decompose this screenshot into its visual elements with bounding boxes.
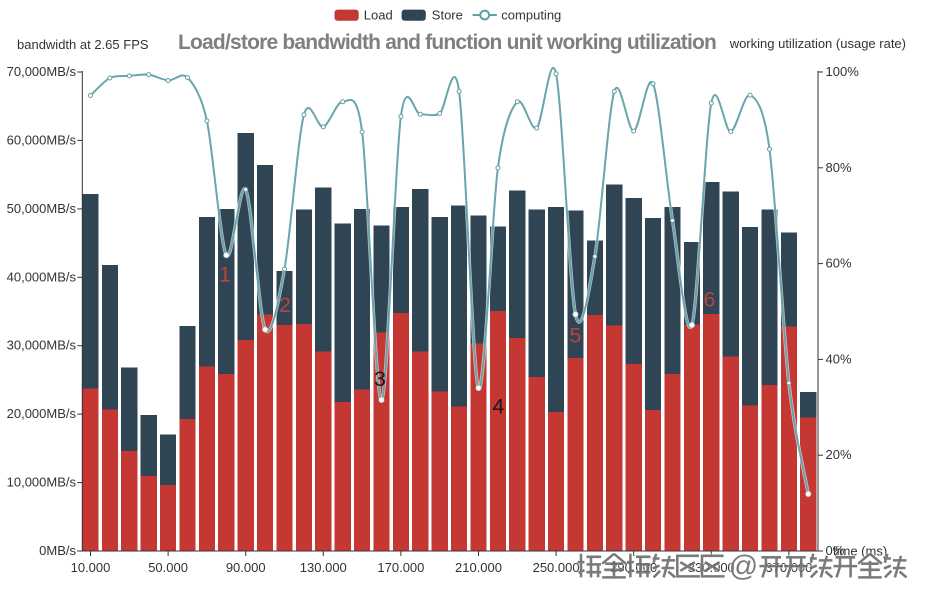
- svg-text:20,000MB/s: 20,000MB/s: [7, 406, 77, 421]
- svg-text:10,000MB/s: 10,000MB/s: [7, 475, 77, 490]
- svg-text:1: 1: [219, 263, 231, 287]
- svg-text:50.000: 50.000: [148, 560, 188, 575]
- svg-text:170.000: 170.000: [377, 560, 424, 575]
- svg-text:130.000: 130.000: [300, 560, 347, 575]
- svg-text:0%: 0%: [826, 543, 845, 558]
- svg-text:80%: 80%: [826, 160, 852, 175]
- svg-text:time (ms): time (ms): [833, 544, 887, 559]
- svg-text:50,000MB/s: 50,000MB/s: [7, 201, 77, 216]
- svg-text:@: @: [729, 550, 758, 582]
- svg-text:90.000: 90.000: [226, 560, 266, 575]
- svg-text:40,000MB/s: 40,000MB/s: [7, 269, 77, 284]
- svg-text:0MB/s: 0MB/s: [39, 543, 76, 558]
- svg-text:5: 5: [569, 324, 581, 348]
- svg-text:100%: 100%: [826, 64, 860, 79]
- svg-text:3: 3: [374, 367, 386, 391]
- svg-text:Load/store bandwidth and funct: Load/store bandwidth and function unit w…: [178, 31, 716, 54]
- svg-text:70,000MB/s: 70,000MB/s: [7, 64, 77, 79]
- svg-text:working utilization (usage rat: working utilization (usage rate): [729, 36, 906, 51]
- svg-text:60,000MB/s: 60,000MB/s: [7, 132, 77, 147]
- svg-text:Load: Load: [364, 8, 393, 23]
- svg-text:10.000: 10.000: [71, 560, 111, 575]
- svg-text:4: 4: [492, 395, 504, 419]
- svg-text:2: 2: [279, 293, 291, 317]
- svg-text:60%: 60%: [826, 256, 852, 271]
- svg-text:@: @: [729, 550, 758, 582]
- svg-text:250.000: 250.000: [533, 560, 580, 575]
- svg-text:40%: 40%: [826, 351, 852, 366]
- svg-text:20%: 20%: [826, 447, 852, 462]
- svg-text:210.000: 210.000: [455, 560, 502, 575]
- svg-text:bandwidth at 2.65 FPS: bandwidth at 2.65 FPS: [17, 37, 149, 52]
- svg-text:Store: Store: [432, 8, 463, 23]
- svg-text:30,000MB/s: 30,000MB/s: [7, 338, 77, 353]
- svg-text:computing: computing: [501, 8, 561, 23]
- svg-text:6: 6: [704, 288, 716, 312]
